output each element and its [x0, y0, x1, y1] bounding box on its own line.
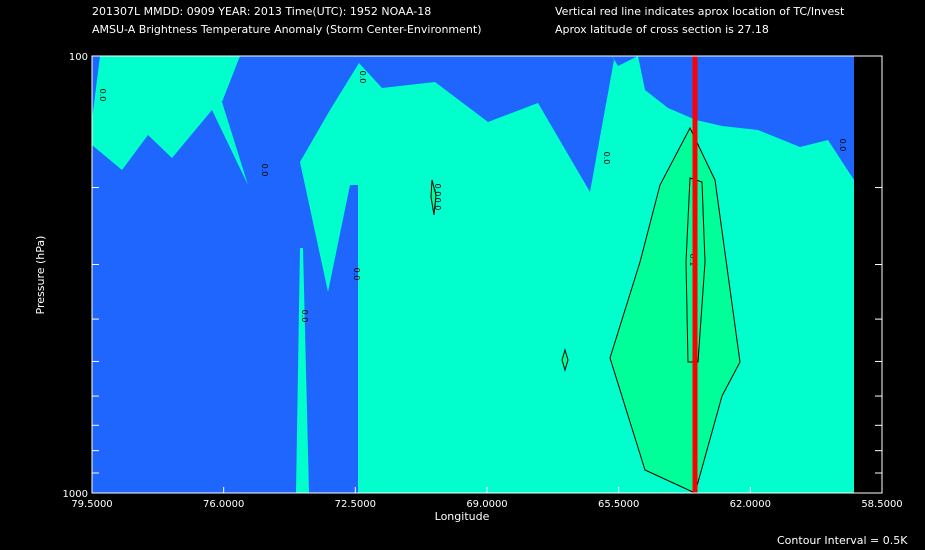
x-tick-label: 72.5000: [335, 499, 376, 510]
x-tick-label: 79.5000: [71, 499, 112, 510]
contour-label: 0.0: [260, 164, 269, 177]
plot-area: 0.00.00.00.00.00.00.00.00.00.1: [91, 55, 883, 494]
y-axis: 100 1000: [63, 52, 882, 500]
anomaly-negative-region-top-center: [222, 56, 614, 192]
header-line2-left: AMSU-A Brightness Temperature Anomaly (S…: [92, 23, 482, 36]
y-axis-label: Pressure (hPa): [34, 236, 47, 315]
x-tick-label: 65.5000: [598, 499, 639, 510]
contour-label: 0.0: [602, 152, 611, 165]
contour-label: 0.0: [433, 198, 442, 211]
anomaly-small-blob-east: [561, 348, 569, 372]
contour-label: 0.0: [352, 268, 361, 281]
x-tick-label: 62.0000: [730, 499, 771, 510]
contour-interval-label: Contour Interval = 0.5K: [777, 534, 908, 547]
header-line1-left: 201307L MMDD: 0909 YEAR: 2013 Time(UTC):…: [92, 5, 432, 18]
anomaly-positive-region: [609, 126, 741, 494]
anomaly-negative-region-west-upper: [92, 56, 100, 120]
anomaly-small-blob-center: [430, 179, 437, 216]
contour-label: 0.0: [300, 310, 309, 323]
x-tick-label: 69.0000: [466, 499, 507, 510]
header-line1-right: Vertical red line indicates aprox locati…: [555, 5, 845, 18]
contour-label: 0.0: [838, 139, 847, 152]
x-axis-label: Longitude: [435, 510, 490, 523]
header-line2-right: Aprox latitude of cross section is 27.18: [555, 23, 769, 36]
y-tick-label: 1000: [63, 489, 88, 500]
contour-label: 0.0: [433, 184, 442, 197]
contour-label: 0.0: [358, 71, 367, 84]
x-tick-label: 58.5000: [861, 499, 902, 510]
contour-label: 0.0: [98, 89, 107, 102]
y-tick-label: 100: [69, 52, 88, 63]
anomaly-negative-region-west: [92, 110, 358, 493]
x-tick-label: 76.0000: [203, 499, 244, 510]
anomaly-zero-strip: [296, 248, 309, 493]
x-axis: 79.5000 76.0000 72.5000 69.0000 65.5000 62.00…: [71, 487, 903, 510]
